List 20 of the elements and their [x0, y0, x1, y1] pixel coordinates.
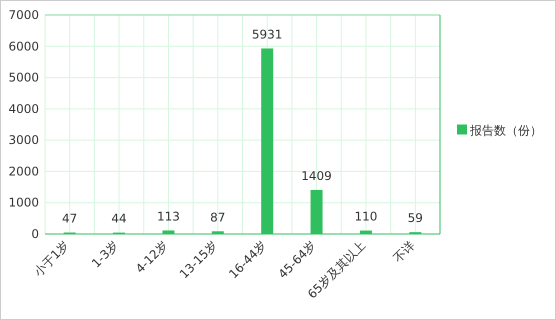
legend-label: 报告数（份）: [469, 124, 542, 138]
y-tick-label: 1000: [8, 196, 39, 210]
data-label: 113: [156, 209, 180, 224]
x-tick-label: 1-3岁: [88, 238, 122, 270]
data-label: 59: [408, 211, 423, 226]
y-tick-label: 7000: [8, 8, 39, 22]
y-tick-label: 2000: [8, 164, 39, 178]
data-label: 1409: [301, 168, 332, 183]
y-tick-label: 3000: [8, 133, 39, 148]
data-label: 47: [62, 212, 78, 226]
x-tick-label: 小于1岁: [31, 238, 72, 279]
y-tick-label: 5000: [8, 70, 39, 85]
y-tick-label: 6000: [8, 39, 39, 54]
y-tick-label: 4000: [8, 102, 39, 116]
data-label: 5931: [252, 27, 282, 42]
data-label: 110: [354, 210, 378, 224]
data-label: 87: [210, 210, 226, 224]
data-label: 44: [111, 212, 127, 226]
x-tick-label: 不详: [390, 238, 418, 266]
y-tick-label: 0: [31, 227, 39, 241]
